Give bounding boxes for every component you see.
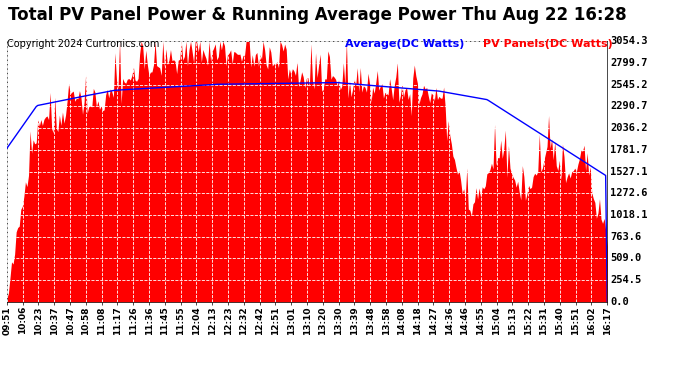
Text: 1272.6: 1272.6 xyxy=(610,188,647,198)
Text: Average(DC Watts): Average(DC Watts) xyxy=(345,39,464,50)
Text: 2545.2: 2545.2 xyxy=(610,80,647,90)
Text: 509.0: 509.0 xyxy=(610,254,641,264)
Text: 2290.7: 2290.7 xyxy=(610,101,647,111)
Text: 3054.3: 3054.3 xyxy=(610,36,647,46)
Text: 0.0: 0.0 xyxy=(610,297,629,307)
Text: 1018.1: 1018.1 xyxy=(610,210,647,220)
Text: 1527.1: 1527.1 xyxy=(610,166,647,177)
Text: 2799.7: 2799.7 xyxy=(610,58,647,68)
Text: 763.6: 763.6 xyxy=(610,232,641,242)
Text: Copyright 2024 Curtronics.com: Copyright 2024 Curtronics.com xyxy=(7,39,159,50)
Text: 2036.2: 2036.2 xyxy=(610,123,647,133)
Text: PV Panels(DC Watts): PV Panels(DC Watts) xyxy=(483,39,613,50)
Text: Total PV Panel Power & Running Average Power Thu Aug 22 16:28: Total PV Panel Power & Running Average P… xyxy=(8,6,627,24)
Text: 1781.7: 1781.7 xyxy=(610,145,647,155)
Text: 254.5: 254.5 xyxy=(610,275,641,285)
